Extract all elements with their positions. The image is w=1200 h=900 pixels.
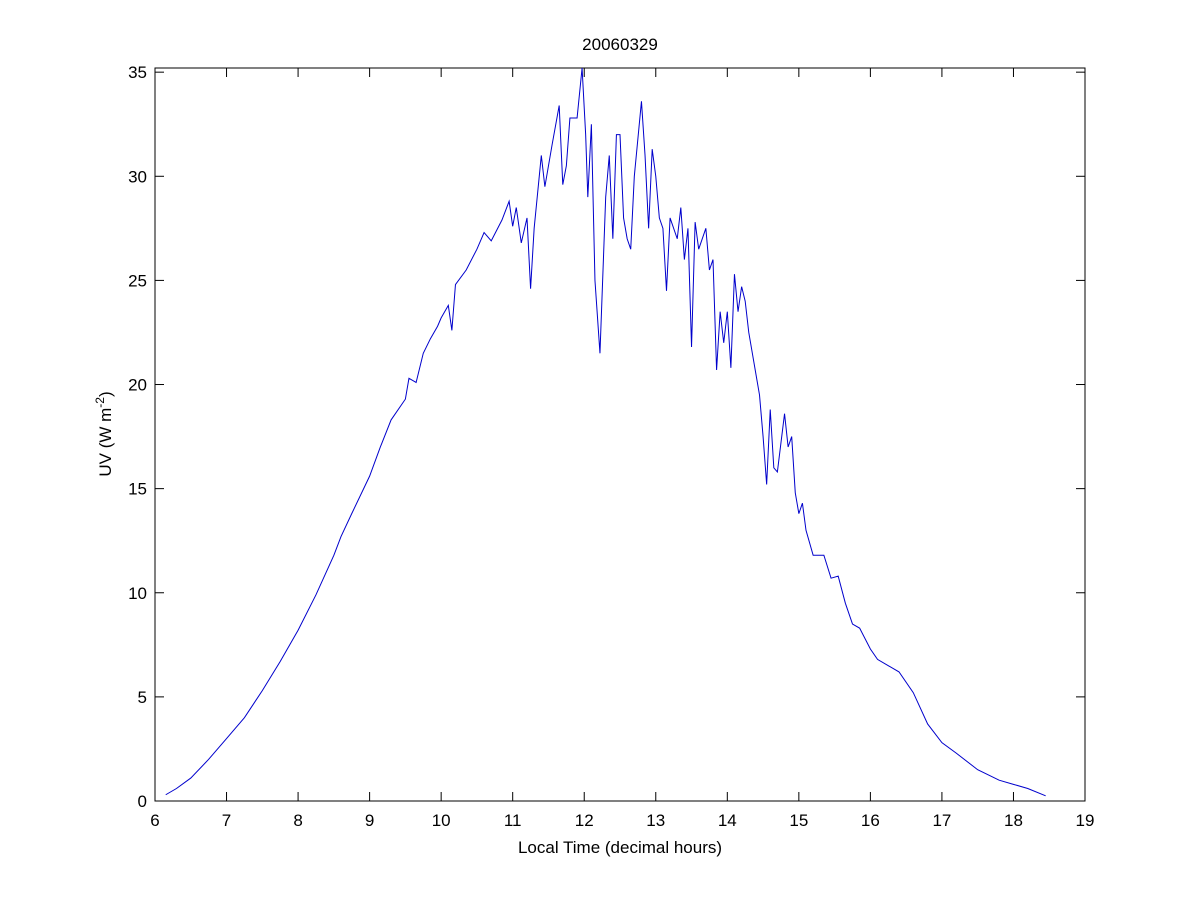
x-tick-label: 8 [293, 811, 302, 830]
y-tick-label: 0 [138, 792, 147, 811]
x-tick-label: 9 [365, 811, 374, 830]
y-tick-label: 30 [128, 167, 147, 186]
y-axis-label: UV (W m-2) [93, 391, 115, 476]
plot-box [154, 67, 1086, 802]
y-label-superscript: -2 [93, 397, 107, 408]
y-label-text: UV (W m [96, 408, 115, 477]
y-tick-label: 25 [128, 271, 147, 290]
y-label-suffix: ) [96, 391, 115, 397]
x-tick-label: 10 [432, 811, 451, 830]
y-tick-label: 5 [138, 688, 147, 707]
x-tick-label: 15 [789, 811, 808, 830]
y-tick-label: 20 [128, 376, 147, 395]
x-tick-label: 6 [150, 811, 159, 830]
chart-title: 20060329 [582, 35, 658, 54]
x-tick-label: 13 [646, 811, 665, 830]
y-tick-label: 15 [128, 480, 147, 499]
x-axis-label: Local Time (decimal hours) [518, 838, 722, 857]
x-tick-label: 19 [1076, 811, 1095, 830]
y-tick-label: 35 [128, 63, 147, 82]
x-tick-label: 11 [504, 811, 522, 830]
x-tick-label: 14 [718, 811, 737, 830]
x-tick-label: 12 [575, 811, 594, 830]
data-line [165, 67, 1046, 797]
y-tick-label: 10 [128, 584, 147, 603]
x-tick-label: 18 [1004, 811, 1023, 830]
x-tick-label: 16 [861, 811, 880, 830]
x-tick-label: 7 [222, 811, 231, 830]
x-tick-label: 17 [932, 811, 951, 830]
